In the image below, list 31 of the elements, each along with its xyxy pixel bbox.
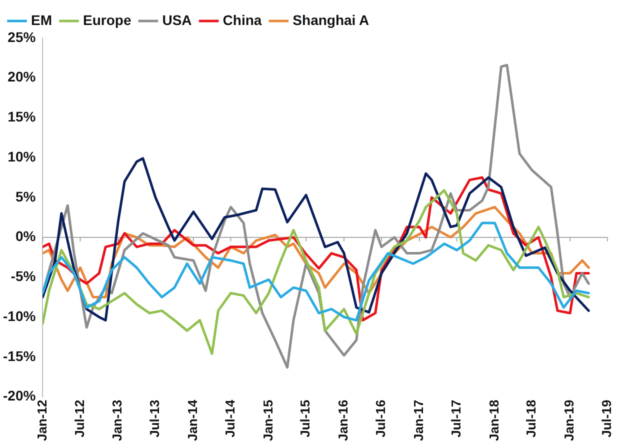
y-tick-label: 25% xyxy=(8,28,36,45)
x-tick-label: Jan-16 xyxy=(336,400,351,442)
x-tick-label: Jul-19 xyxy=(598,400,614,438)
legend-label: China xyxy=(222,12,262,28)
x-tick-label: Jul-16 xyxy=(373,400,388,438)
y-tick-label: -15% xyxy=(2,348,36,364)
legend-label: USA xyxy=(162,12,192,28)
y-tick-label: 0% xyxy=(15,228,36,244)
x-tick-label: Jul-12 xyxy=(72,400,87,438)
y-tick-label: -20% xyxy=(2,388,36,404)
x-tick-label: Jan-13 xyxy=(110,400,125,442)
x-tick-label: Jan-14 xyxy=(185,399,200,442)
x-tick-label: Jan-19 xyxy=(562,400,577,442)
x-tick-label: Jan-15 xyxy=(260,400,276,442)
x-tick-label: Jul-14 xyxy=(222,399,238,438)
x-tick-label: Jul-13 xyxy=(147,400,162,438)
y-tick-label: 20% xyxy=(8,68,36,85)
x-tick-label: Jan-18 xyxy=(486,400,502,442)
legend-label: EM xyxy=(31,12,52,28)
y-tick-label: 15% xyxy=(8,108,36,125)
x-tick-label: Jul-17 xyxy=(448,400,464,438)
y-tick-label: 10% xyxy=(8,148,36,164)
x-tick-label: Jan-17 xyxy=(411,400,426,442)
legend-label: Europe xyxy=(83,12,132,28)
x-tick-label: Jul-18 xyxy=(524,400,539,438)
x-tick-label: Jan-12 xyxy=(34,400,50,442)
x-tick-label: Jul-15 xyxy=(298,400,313,438)
y-tick-label: -5% xyxy=(10,268,36,284)
y-tick-label: -10% xyxy=(2,308,36,324)
y-tick-label: 5% xyxy=(15,188,36,204)
legend-label: Shanghai A xyxy=(292,12,370,28)
